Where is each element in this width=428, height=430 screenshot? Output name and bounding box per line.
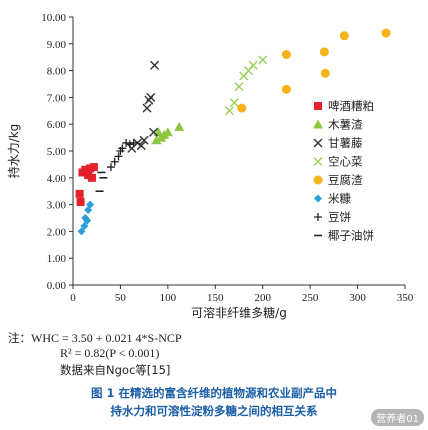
x-tick-label: 50 (115, 292, 127, 304)
legend-label: 米糠 (328, 192, 351, 206)
data-point (122, 138, 131, 147)
x-axis-ticks: 0 50 100 150 200 250 300 350 (70, 285, 414, 304)
x-tick-label: 200 (254, 292, 271, 304)
data-point (151, 135, 162, 145)
y-axis-ticks: 0.00 1.00 2.00 3.00 4.00 5.00 6.00 7.00 8.00 9.00… (41, 12, 73, 292)
y-tick-label: 7.00 (47, 92, 67, 104)
data-point (339, 31, 349, 41)
data-point (234, 82, 244, 92)
data-point (114, 152, 123, 161)
figure-caption-line2: 持水力和可溶性淀粉多糖之间的相互关系 (110, 404, 318, 418)
data-point (381, 28, 391, 38)
data-point (80, 222, 89, 231)
data-point (81, 165, 90, 174)
data-point (139, 135, 149, 145)
scatter-chart: 0 50 100 150 200 250 300 350 0.00 1.00 2.00 3.00 4.… (6, 12, 414, 320)
data-point (83, 216, 92, 225)
data-point (229, 98, 239, 108)
legend-label: 甘薯藤 (328, 136, 363, 150)
legend-marker (313, 175, 323, 185)
data-point (125, 140, 134, 149)
data-point (149, 127, 159, 137)
x-tick-label: 0 (70, 292, 76, 304)
watermark-badge: 营养者01 (371, 409, 424, 426)
data-point (281, 84, 291, 94)
note-formula: 注：WHC = 3.50 + 0.021 4*S-NCP (8, 330, 182, 346)
data-point (75, 189, 84, 198)
y-tick-label: 1.00 (47, 253, 67, 265)
x-tick-label: 350 (397, 292, 414, 304)
data-point (150, 60, 160, 70)
y-tick-label: 9.00 (47, 39, 67, 51)
y-tick-label: 0.00 (47, 280, 67, 292)
x-tick-label: 100 (160, 292, 177, 304)
legend-label: 木薯渣 (328, 118, 363, 132)
y-tick-label: 10.00 (41, 12, 66, 24)
data-point (118, 144, 127, 153)
data-point (87, 173, 96, 182)
y-tick-label: 4.00 (47, 173, 67, 185)
data-points (75, 28, 391, 236)
y-tick-label: 6.00 (47, 119, 67, 131)
data-point (86, 200, 95, 209)
legend-marker (314, 194, 322, 203)
legend-marker (314, 213, 322, 221)
data-point (174, 121, 185, 131)
y-tick-label: 2.00 (47, 226, 67, 238)
data-point (258, 55, 268, 65)
y-tick-label: 3.00 (47, 200, 67, 212)
data-point (319, 47, 329, 57)
note-formula-text: WHC = 3.50 + 0.021 4*S-NCP (31, 331, 182, 345)
legend-marker (313, 138, 323, 148)
legend-marker (314, 102, 322, 110)
legend-marker (313, 119, 323, 129)
note-r2: R² = 0.82(P < 0.001) (60, 346, 160, 360)
data-point (162, 127, 173, 137)
y-axis-title: 持水力/kg (6, 124, 21, 179)
legend-label: 啤酒糟粕 (328, 99, 374, 113)
data-point (281, 50, 291, 60)
data-point (89, 163, 98, 172)
legend-label: 空心菜 (328, 155, 363, 169)
legend-label: 椰子油饼 (328, 229, 374, 243)
legend-label: 豆腐渣 (328, 173, 363, 187)
x-tick-label: 250 (302, 292, 319, 304)
y-tick-label: 5.00 (47, 146, 67, 158)
data-point (136, 141, 146, 151)
data-point (248, 60, 258, 70)
data-point (77, 227, 86, 236)
x-tick-label: 300 (349, 292, 366, 304)
data-point (106, 163, 115, 172)
data-point (142, 103, 152, 113)
x-axis-title: 可溶非纤维多糖/g (191, 305, 287, 320)
data-point (320, 68, 330, 78)
data-point (237, 103, 247, 113)
data-point (110, 157, 119, 166)
legend-marker (313, 157, 323, 166)
x-tick-label: 150 (207, 292, 224, 304)
legend-label: 豆饼 (328, 210, 351, 224)
data-point (225, 106, 235, 116)
y-tick-label: 8.00 (47, 66, 67, 78)
note-prefix: 注： (8, 331, 31, 345)
figure-caption-line1: 图 1 在精选的富含纤维的植物源和农业副产品中 (90, 386, 337, 400)
data-point (146, 92, 156, 102)
data-point (129, 138, 138, 147)
data-point (76, 197, 85, 206)
note-source: 数据来自Ngoc等[15] (60, 363, 171, 377)
